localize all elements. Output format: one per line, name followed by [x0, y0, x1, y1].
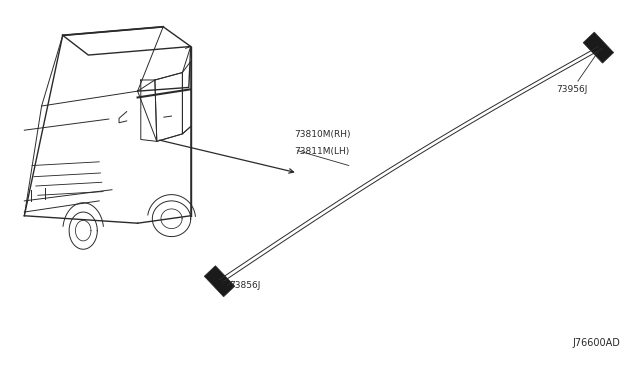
Polygon shape	[583, 32, 614, 63]
Text: 73810M(RH): 73810M(RH)	[294, 131, 351, 140]
Text: 73811M(LH): 73811M(LH)	[294, 147, 349, 156]
Text: 73956J: 73956J	[556, 85, 588, 94]
Text: 73856J: 73856J	[229, 281, 260, 290]
Text: J76600AD: J76600AD	[573, 338, 621, 348]
Polygon shape	[204, 266, 235, 297]
